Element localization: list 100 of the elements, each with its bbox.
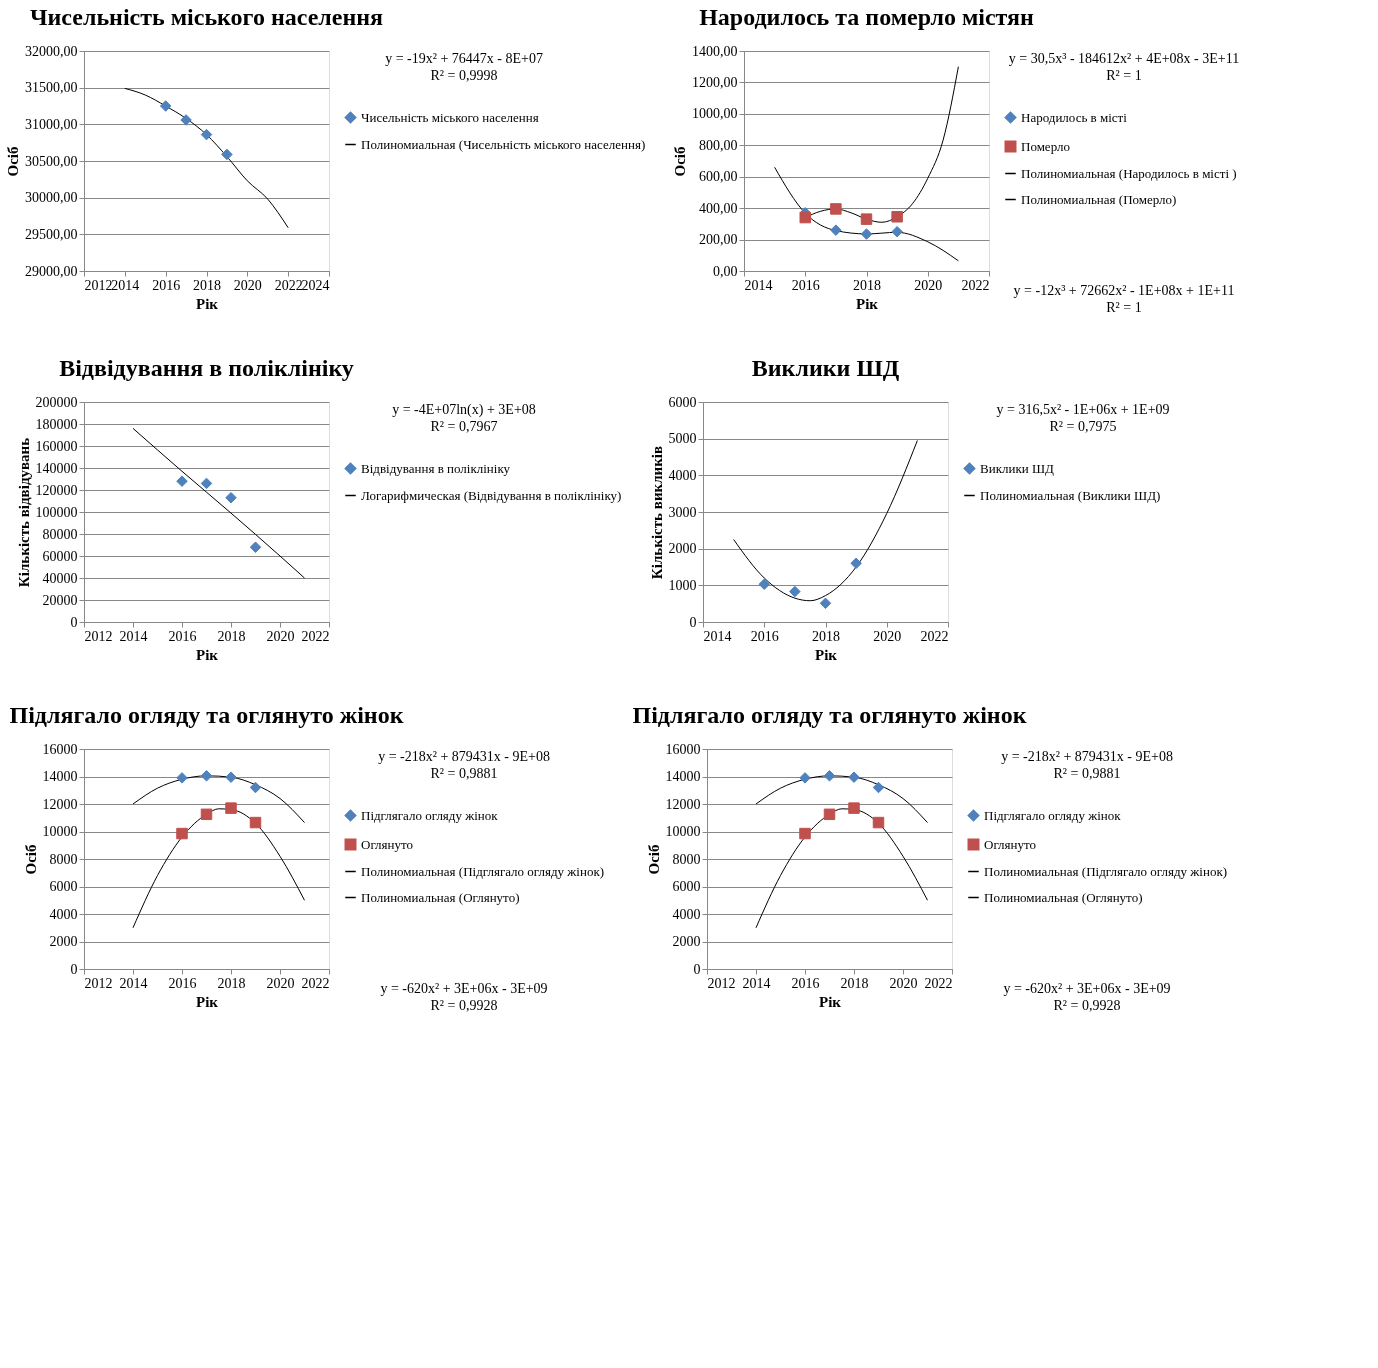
y-tick-label: 8000 — [49, 851, 78, 867]
legend-label: Полиномиальная (Підглягало огляду жінок) — [984, 863, 1228, 879]
y-tick-label: 30500,00 — [25, 153, 78, 169]
y-tick-label: 6000 — [672, 879, 701, 894]
legend-label: Полиномиальная (Виклики ШД) — [980, 487, 1161, 503]
x-axis-title: Рік — [856, 295, 879, 312]
x-tick-label: 2024 — [301, 277, 330, 293]
y-tick-label: 10000 — [665, 824, 701, 839]
y-tick-label: 1400,00 — [692, 43, 738, 59]
x-tick-label: 2014 — [744, 277, 773, 293]
y-tick-label: 6000 — [49, 879, 78, 894]
y-tick-label: 180000 — [35, 416, 78, 432]
x-axis-title: Рік — [815, 646, 838, 663]
text: R² = 0,9998 — [430, 68, 498, 83]
x-tick-label: 2018 — [217, 975, 246, 991]
legend-label: Підглягало огляду жінок — [984, 807, 1122, 823]
y-tick-label: 14000 — [665, 769, 701, 784]
y-tick-label: 600,00 — [699, 169, 738, 185]
y-tick-label: 60000 — [42, 548, 78, 564]
y-tick-label: 400,00 — [699, 200, 738, 216]
legend-label: Оглянуто — [984, 836, 1036, 852]
y-tick-label: 0 — [70, 614, 78, 630]
x-tick-label: 2016 — [791, 277, 820, 293]
x-tick-label: 2022 — [924, 975, 953, 991]
y-tick-label: 800,00 — [699, 137, 738, 153]
y-tick-label: 0 — [693, 961, 701, 977]
x-tick-label: 2020 — [889, 975, 918, 991]
y-tick-label: 20000 — [42, 592, 78, 608]
y-tick-label: 80000 — [42, 526, 78, 542]
y-tick-label: 4000 — [672, 906, 701, 922]
y-tick-label: 0,00 — [713, 263, 738, 279]
y-tick-label: 2000 — [668, 541, 697, 557]
y-tick-label: 32000,00 — [25, 43, 78, 59]
y-axis-title: Осіб — [672, 146, 688, 177]
y-tick-label: 31500,00 — [25, 80, 78, 96]
y-tick-label: 3000 — [668, 504, 697, 520]
y-tick-label: 30000,00 — [25, 190, 78, 206]
text: y = 30,5x³ - 184612x² + 4E+08x - 3E+11 — [1008, 51, 1240, 66]
y-tick-label: 16000 — [665, 741, 701, 757]
y-tick-label: 40000 — [42, 570, 78, 586]
text: y = -4E+07ln(x) + 3E+08 — [392, 402, 536, 418]
x-tick-label: 2020 — [266, 975, 295, 991]
y-tick-label: 14000 — [42, 769, 78, 784]
x-tick-label: 2012 — [707, 975, 736, 991]
x-tick-label: 2020 — [266, 628, 295, 644]
legend-label: Виклики ШД — [980, 460, 1055, 476]
y-tick-label: 12000 — [42, 796, 78, 812]
y-tick-label: 31000,00 — [25, 116, 78, 132]
y-tick-label: 4000 — [49, 906, 78, 922]
x-tick-label: 2014 — [742, 975, 771, 991]
y-tick-label: 8000 — [672, 851, 701, 867]
text: R² = 0,9881 — [430, 766, 498, 781]
y-tick-label: 5000 — [668, 431, 697, 447]
x-tick-label: 2022 — [301, 628, 330, 644]
legend-label: Підглягало огляду жінок — [361, 807, 499, 823]
x-tick-label: 2022 — [301, 975, 330, 991]
x-tick-label: 2018 — [840, 975, 869, 991]
x-tick-label: 2022 — [274, 277, 303, 293]
x-tick-label: 2012 — [84, 277, 113, 293]
line-series — [774, 166, 959, 262]
y-tick-label: 1200,00 — [692, 74, 738, 90]
y-tick-label: 200,00 — [699, 232, 738, 248]
y-tick-label: 6000 — [668, 394, 697, 410]
x-tick-label: 2016 — [152, 277, 181, 293]
x-tick-label: 2014 — [119, 628, 148, 644]
legend-label: Логарифмическая (Відвідування в поліклініку) — [361, 487, 622, 503]
text: R² = 0,9928 — [430, 998, 498, 1013]
x-tick-label: 2018 — [217, 628, 246, 644]
text: R² = 0,7967 — [430, 419, 498, 434]
y-tick-label: 4000 — [668, 467, 697, 483]
legend-label: Полиномиальная (Народилось в місті ) — [1021, 165, 1237, 181]
line-series — [124, 87, 289, 229]
y-tick-label: 1000 — [668, 577, 697, 593]
y-tick-label: 29500,00 — [25, 226, 78, 242]
y-tick-label: 12000 — [665, 796, 701, 812]
x-tick-label: 2012 — [84, 628, 113, 644]
chart-title: Підлягало огляду та оглянуто жінок — [9, 702, 404, 728]
y-tick-label: 10000 — [42, 824, 78, 839]
x-axis-title: Рік — [196, 993, 219, 1010]
y-axis-title: Осіб — [5, 146, 21, 177]
x-tick-label: 2022 — [920, 628, 949, 644]
y-axis-title: Кількість відвідувань — [15, 437, 32, 588]
x-axis-title: Рік — [819, 993, 842, 1010]
y-tick-label: 120000 — [35, 482, 78, 498]
y-tick-label: 2000 — [49, 934, 78, 949]
text: y = -620x² + 3E+06x - 3E+09 — [380, 981, 548, 996]
legend-label: Відвідування в поліклініку — [361, 460, 511, 476]
y-tick-label: 140000 — [35, 460, 78, 476]
chart-title: Чисельність міського населення — [29, 4, 384, 30]
line-series — [132, 427, 305, 579]
legend-label: Полиномиальная (Чисельність міського населення) — [361, 136, 646, 152]
y-tick-label: 160000 — [35, 438, 78, 454]
x-axis-title: Рік — [196, 646, 219, 663]
y-tick-label: 29000,00 — [25, 263, 78, 279]
text: y = -19x² + 76447x - 8E+07 — [385, 51, 543, 66]
legend-label: Народилось в місті — [1021, 109, 1128, 125]
chart-title: Відвідування в поліклініку — [59, 355, 354, 381]
x-tick-label: 2016 — [168, 975, 197, 991]
text: y = -12x³ + 72662x² - 1E+08x + 1E+11 — [1013, 283, 1235, 298]
x-tick-label: 2022 — [961, 277, 990, 293]
